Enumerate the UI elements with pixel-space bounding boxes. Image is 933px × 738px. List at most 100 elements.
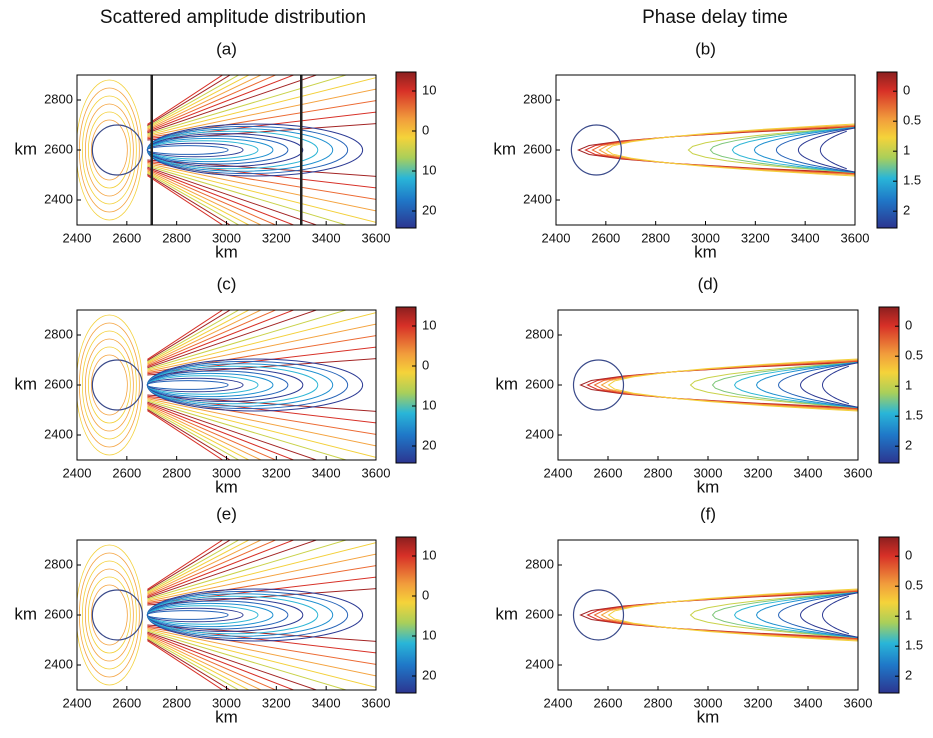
panel-title: (e) bbox=[216, 504, 237, 523]
colorbar-tick-label: 1 bbox=[903, 143, 910, 158]
x-tick-label: 2400 bbox=[63, 465, 92, 480]
contour-line bbox=[147, 371, 288, 399]
x-tick-label: 3200 bbox=[262, 695, 291, 710]
colorbar-tick-label: 0.5 bbox=[903, 113, 921, 128]
colorbar-tick-label: 0.5 bbox=[905, 348, 923, 363]
colorbar-tick-label: 0.5 bbox=[905, 578, 923, 593]
y-tick-label: 2400 bbox=[525, 656, 554, 671]
x-tick-label: 2800 bbox=[641, 230, 670, 245]
contour-line bbox=[147, 366, 317, 404]
x-tick-label: 2800 bbox=[162, 230, 191, 245]
colorbar-tick-label: 0 bbox=[903, 83, 910, 98]
column-title: Scattered amplitude distribution bbox=[100, 7, 366, 28]
contour-line bbox=[147, 411, 381, 565]
y-tick-label: 2400 bbox=[44, 656, 73, 671]
x-tick-label: 3600 bbox=[362, 465, 391, 480]
y-axis-label: km bbox=[495, 374, 518, 393]
x-tick-label: 3200 bbox=[741, 230, 770, 245]
x-axis-label: km bbox=[215, 477, 238, 496]
y-tick-label: 2600 bbox=[525, 376, 554, 391]
contour-line bbox=[147, 288, 381, 368]
contour-line bbox=[147, 206, 381, 360]
contour-line bbox=[147, 601, 288, 629]
contour-line bbox=[147, 409, 381, 552]
colorbar-tick-label: 10 bbox=[422, 82, 436, 97]
colorbar-tick-label: 10 bbox=[422, 547, 436, 562]
y-tick-label: 2400 bbox=[44, 191, 73, 206]
x-tick-label: 2800 bbox=[162, 695, 191, 710]
contour-line bbox=[823, 596, 849, 634]
colorbar-tick-label: 10 bbox=[422, 627, 436, 642]
y-tick-label: 2800 bbox=[525, 556, 554, 571]
x-tick-label: 3600 bbox=[844, 695, 873, 710]
plot-frame bbox=[77, 310, 376, 460]
contour-line bbox=[88, 112, 130, 188]
x-tick-label: 3400 bbox=[312, 695, 341, 710]
colorbar-tick-label: 2 bbox=[903, 203, 910, 218]
colorbar bbox=[879, 307, 899, 463]
x-tick-label: 3200 bbox=[262, 465, 291, 480]
contour-line bbox=[88, 577, 130, 653]
contour-line bbox=[147, 436, 381, 590]
x-tick-label: 3600 bbox=[362, 695, 391, 710]
plot-frame bbox=[558, 310, 858, 460]
contour-line bbox=[147, 506, 381, 596]
contour-line bbox=[88, 347, 130, 423]
contour-line bbox=[147, 603, 273, 626]
y-tick-label: 2800 bbox=[44, 91, 73, 106]
contour-line bbox=[147, 138, 273, 161]
colorbar-tick-label: 20 bbox=[422, 437, 436, 452]
contour-line bbox=[147, 129, 332, 171]
plot-frame bbox=[77, 540, 376, 690]
contour-line bbox=[147, 471, 381, 593]
colorbar-tick-label: 20 bbox=[422, 202, 436, 217]
contour-line bbox=[147, 639, 381, 733]
x-tick-label: 2400 bbox=[544, 465, 573, 480]
colorbar bbox=[396, 72, 416, 228]
contour-line bbox=[147, 176, 381, 330]
colorbar-tick-label: 0 bbox=[422, 587, 429, 602]
x-tick-label: 2600 bbox=[594, 465, 623, 480]
contour-line bbox=[735, 560, 933, 670]
contour-line bbox=[147, 229, 381, 361]
y-tick-label: 2600 bbox=[525, 606, 554, 621]
y-tick-label: 2600 bbox=[44, 606, 73, 621]
contour-line bbox=[147, 241, 381, 363]
contour-line bbox=[147, 41, 381, 131]
contour-line bbox=[147, 641, 381, 733]
colorbar bbox=[396, 537, 416, 693]
y-axis-label: km bbox=[495, 604, 518, 623]
panel-title: (b) bbox=[695, 39, 716, 58]
colorbar-tick-label: 10 bbox=[422, 317, 436, 332]
panel-title: (a) bbox=[216, 39, 237, 58]
contour-line bbox=[76, 80, 142, 220]
y-tick-label: 2800 bbox=[44, 556, 73, 571]
x-tick-label: 3200 bbox=[262, 230, 291, 245]
contour-line bbox=[147, 146, 228, 155]
x-tick-label: 2400 bbox=[544, 695, 573, 710]
colorbar-tick-label: 20 bbox=[422, 667, 436, 682]
x-tick-label: 2600 bbox=[112, 465, 141, 480]
x-tick-label: 3400 bbox=[791, 230, 820, 245]
x-tick-label: 2400 bbox=[542, 230, 571, 245]
x-tick-label: 3600 bbox=[844, 465, 873, 480]
y-tick-label: 2600 bbox=[44, 141, 73, 156]
contour-line bbox=[147, 276, 381, 366]
colorbar-tick-label: 1.5 bbox=[905, 408, 923, 423]
colorbar bbox=[879, 537, 899, 693]
x-tick-label: 2800 bbox=[644, 465, 673, 480]
x-tick-label: 3200 bbox=[744, 695, 773, 710]
contour-line bbox=[147, 53, 381, 133]
x-tick-label: 2600 bbox=[594, 695, 623, 710]
column-title: Phase delay time bbox=[642, 7, 788, 28]
y-tick-label: 2800 bbox=[525, 326, 554, 341]
x-axis-label: km bbox=[215, 242, 238, 261]
plot-frame bbox=[77, 75, 376, 225]
y-axis-label: km bbox=[14, 374, 37, 393]
contour-line bbox=[147, 518, 381, 598]
colorbar-tick-label: 2 bbox=[905, 668, 912, 683]
x-tick-label: 2400 bbox=[63, 695, 92, 710]
